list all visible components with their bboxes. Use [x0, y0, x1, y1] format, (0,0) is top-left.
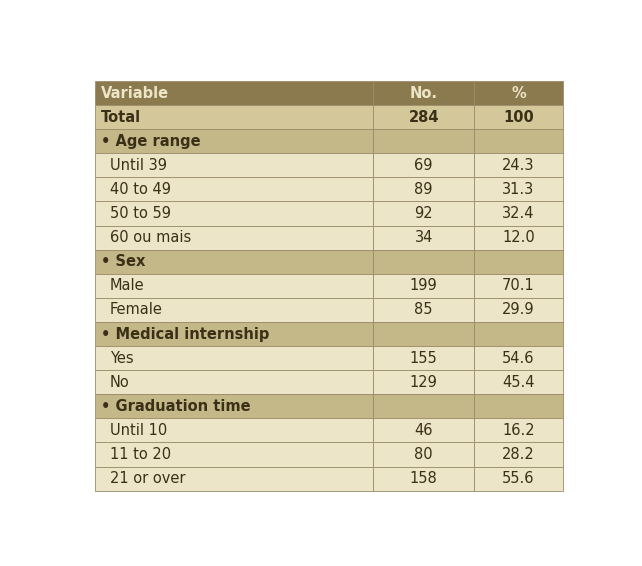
Text: 34: 34: [415, 230, 433, 245]
Bar: [95, 418, 374, 443]
Bar: [95, 226, 374, 250]
Text: Variable: Variable: [101, 85, 169, 101]
Text: 46: 46: [415, 423, 433, 438]
Text: 54.6: 54.6: [502, 350, 535, 366]
Bar: [474, 322, 563, 346]
Text: 31.3: 31.3: [502, 182, 535, 197]
Text: 32.4: 32.4: [502, 206, 535, 221]
Bar: [374, 322, 474, 346]
Bar: [95, 443, 374, 466]
Bar: [374, 298, 474, 322]
Text: 50 to 59: 50 to 59: [110, 206, 171, 221]
Bar: [95, 370, 374, 395]
Text: 11 to 20: 11 to 20: [110, 447, 171, 462]
Text: 155: 155: [410, 350, 438, 366]
Bar: [474, 395, 563, 418]
Bar: [474, 346, 563, 370]
Bar: [374, 346, 474, 370]
Bar: [474, 443, 563, 466]
Text: Female: Female: [110, 302, 163, 318]
Bar: [374, 443, 474, 466]
Bar: [374, 201, 474, 226]
Bar: [374, 177, 474, 201]
Bar: [474, 105, 563, 129]
Bar: [374, 466, 474, 491]
Text: 55.6: 55.6: [502, 471, 535, 486]
Text: 158: 158: [410, 471, 438, 486]
Text: 21 or over: 21 or over: [110, 471, 186, 486]
Bar: [374, 129, 474, 153]
Bar: [374, 81, 474, 105]
Bar: [474, 418, 563, 443]
Bar: [95, 322, 374, 346]
Text: 129: 129: [410, 375, 438, 390]
Text: 85: 85: [415, 302, 433, 318]
Text: Yes: Yes: [110, 350, 134, 366]
Text: 284: 284: [408, 110, 439, 125]
Text: 16.2: 16.2: [502, 423, 535, 438]
Text: 69: 69: [415, 158, 433, 173]
Text: 80: 80: [415, 447, 433, 462]
Bar: [95, 129, 374, 153]
Bar: [95, 177, 374, 201]
Text: 29.9: 29.9: [502, 302, 535, 318]
Text: • Medical internship: • Medical internship: [101, 327, 270, 341]
Text: • Graduation time: • Graduation time: [101, 399, 251, 414]
Bar: [95, 250, 374, 274]
Bar: [374, 250, 474, 274]
Text: 12.0: 12.0: [502, 230, 535, 245]
Bar: [95, 81, 374, 105]
Text: • Sex: • Sex: [101, 254, 146, 269]
Text: Until 39: Until 39: [110, 158, 167, 173]
Text: 89: 89: [415, 182, 433, 197]
Text: 24.3: 24.3: [502, 158, 535, 173]
Bar: [474, 226, 563, 250]
Bar: [474, 466, 563, 491]
Bar: [374, 105, 474, 129]
Text: 70.1: 70.1: [502, 278, 535, 293]
Text: 60 ou mais: 60 ou mais: [110, 230, 191, 245]
Bar: [374, 370, 474, 395]
Bar: [95, 153, 374, 177]
Bar: [374, 274, 474, 298]
Bar: [95, 466, 374, 491]
Text: No: No: [110, 375, 130, 390]
Bar: [474, 153, 563, 177]
Bar: [474, 81, 563, 105]
Text: Total: Total: [101, 110, 141, 125]
Text: 100: 100: [503, 110, 534, 125]
Bar: [95, 346, 374, 370]
Text: %: %: [511, 85, 526, 101]
Bar: [474, 201, 563, 226]
Bar: [474, 298, 563, 322]
Bar: [474, 250, 563, 274]
Bar: [474, 129, 563, 153]
Text: 40 to 49: 40 to 49: [110, 182, 171, 197]
Text: Until 10: Until 10: [110, 423, 168, 438]
Text: • Age range: • Age range: [101, 134, 201, 149]
Text: 92: 92: [415, 206, 433, 221]
Bar: [95, 274, 374, 298]
Bar: [474, 370, 563, 395]
Bar: [474, 177, 563, 201]
Text: 28.2: 28.2: [502, 447, 535, 462]
Text: Male: Male: [110, 278, 144, 293]
Text: 199: 199: [410, 278, 438, 293]
Bar: [95, 298, 374, 322]
Bar: [474, 274, 563, 298]
Bar: [95, 105, 374, 129]
Bar: [95, 201, 374, 226]
Bar: [95, 395, 374, 418]
Bar: [374, 395, 474, 418]
Text: 45.4: 45.4: [502, 375, 535, 390]
Text: No.: No.: [410, 85, 438, 101]
Bar: [374, 418, 474, 443]
Bar: [374, 226, 474, 250]
Bar: [374, 153, 474, 177]
